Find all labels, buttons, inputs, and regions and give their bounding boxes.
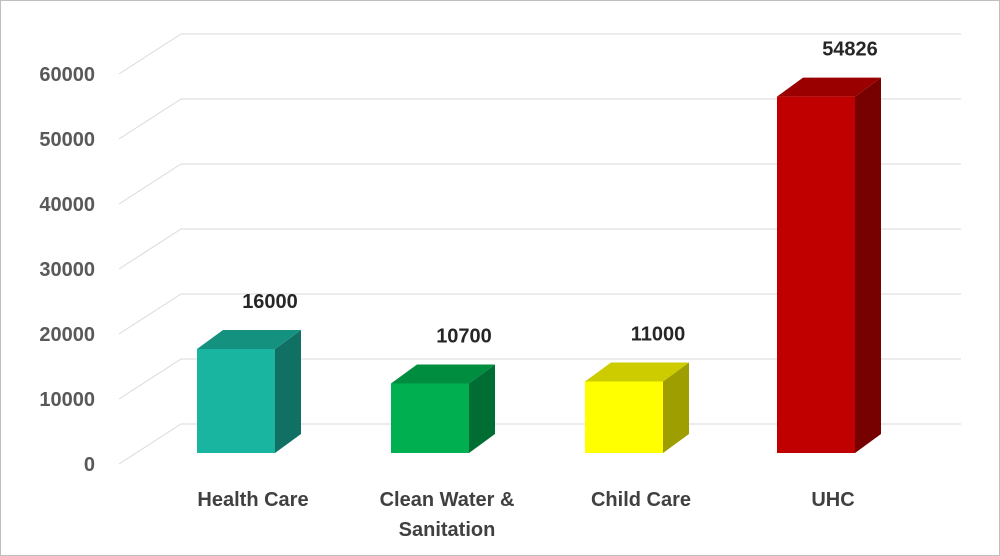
- gridline-diagonal: [118, 163, 182, 205]
- data-label: 54826: [822, 39, 878, 61]
- bar-side: [275, 330, 301, 453]
- y-tick-label: 0: [84, 454, 95, 476]
- gridline-diagonal: [118, 228, 182, 270]
- bar-side: [663, 362, 689, 453]
- bar: [391, 383, 469, 453]
- bar: [777, 96, 855, 454]
- bar: [585, 381, 663, 453]
- x-tick-label: Child Care: [591, 489, 691, 511]
- bar-side: [469, 364, 495, 453]
- data-label: 11000: [631, 324, 686, 346]
- bar-side: [855, 77, 881, 454]
- gridline-diagonal: [118, 98, 182, 140]
- bar-top: [197, 330, 301, 349]
- gridline-diagonal: [118, 293, 182, 335]
- y-tick-label: 40000: [39, 194, 95, 216]
- y-tick-label: 60000: [39, 64, 95, 86]
- y-tick-label: 50000: [39, 129, 95, 151]
- y-tick-label: 10000: [39, 389, 95, 411]
- data-label: 10700: [436, 325, 492, 347]
- bar-top: [585, 362, 689, 382]
- x-tick-label: UHC: [811, 489, 854, 511]
- x-tick-label: Sanitation: [399, 519, 496, 541]
- gridline-diagonal: [118, 423, 182, 465]
- x-tick-label: Health Care: [197, 489, 308, 511]
- gridline-diagonal: [118, 33, 182, 75]
- bar-top: [777, 77, 881, 97]
- x-tick-label: Clean Water &: [380, 489, 515, 511]
- y-tick-label: 20000: [39, 324, 95, 346]
- data-label: 16000: [242, 291, 298, 313]
- bar-top: [391, 364, 495, 384]
- y-tick-label: 30000: [39, 259, 95, 281]
- bar: [197, 349, 275, 453]
- gridline-diagonal: [118, 358, 182, 400]
